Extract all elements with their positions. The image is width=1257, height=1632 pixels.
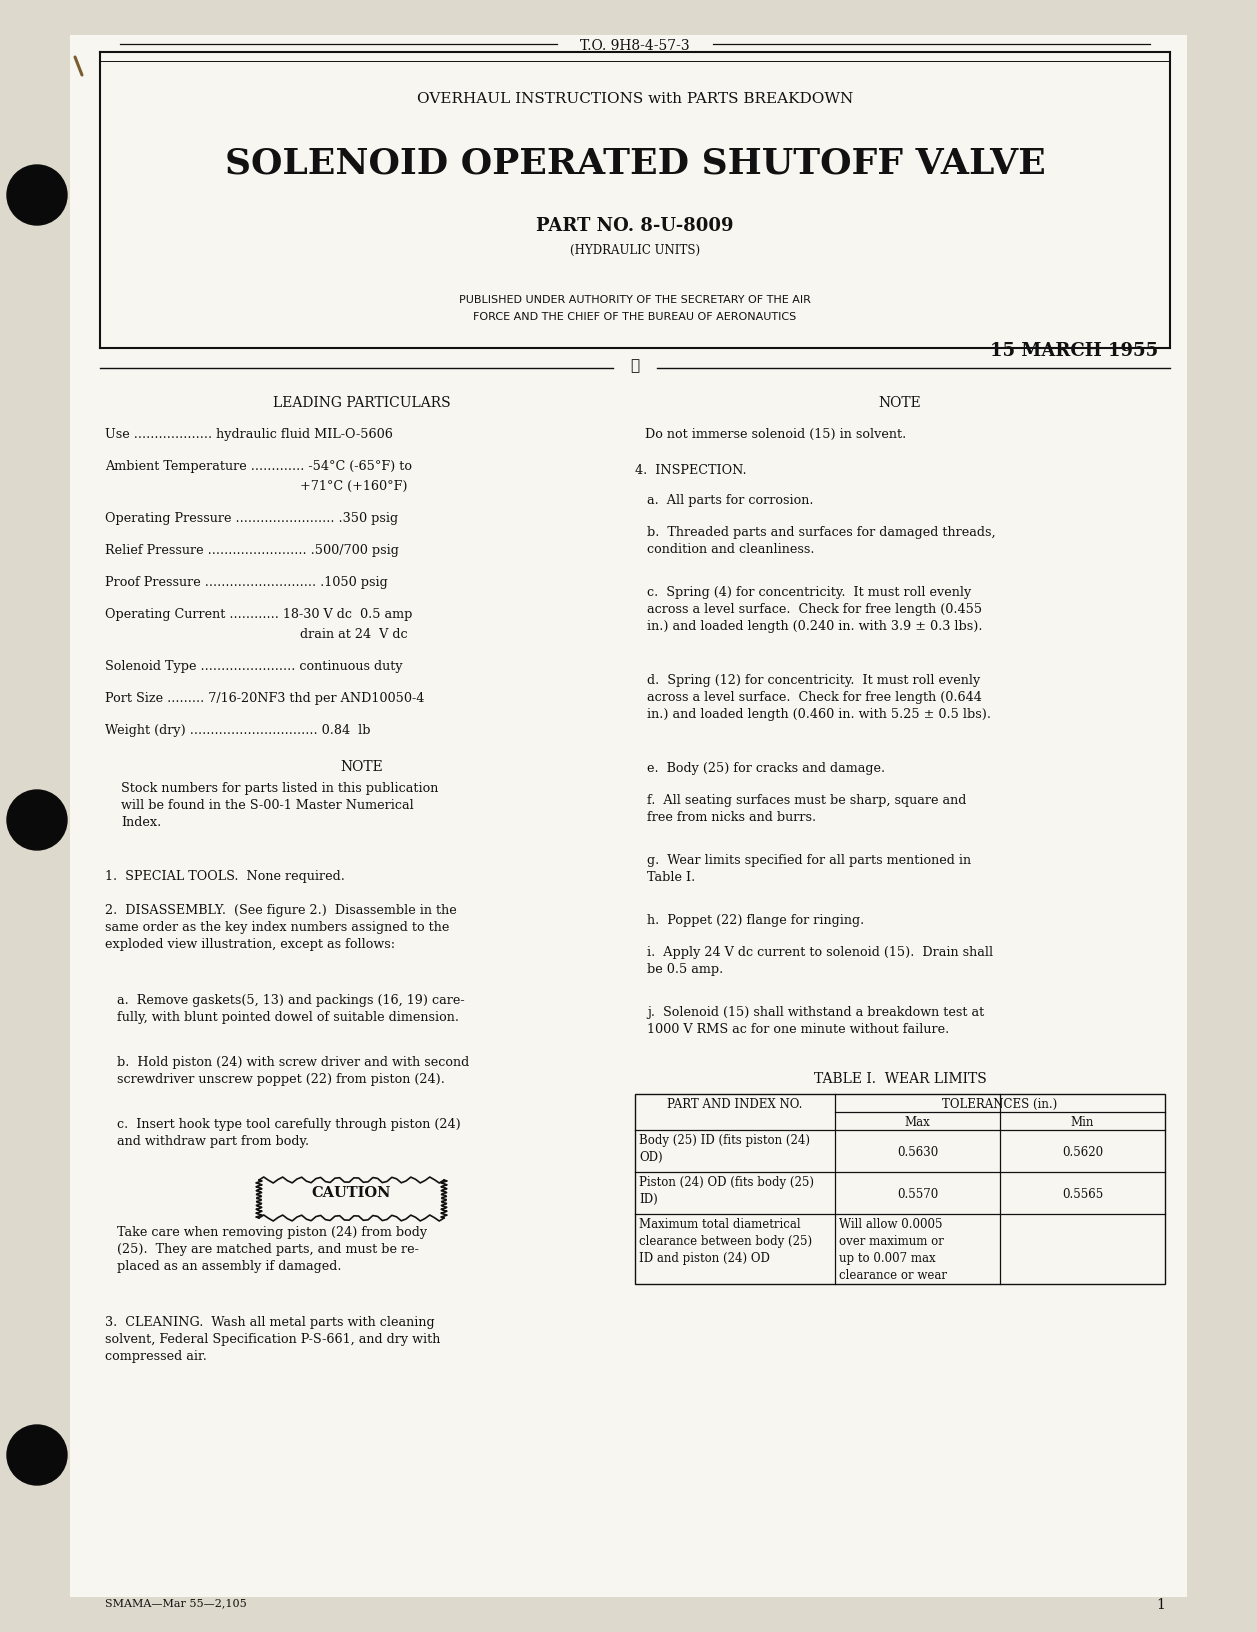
Text: 1.  SPECIAL TOOLS.  None required.: 1. SPECIAL TOOLS. None required. [106,870,344,883]
Text: SMAMA—Mar 55—2,105: SMAMA—Mar 55—2,105 [106,1598,246,1608]
Text: Stock numbers for parts listed in this publication
will be found in the S-00-1 M: Stock numbers for parts listed in this p… [121,782,439,829]
Text: b.  Threaded parts and surfaces for damaged threads,
condition and cleanliness.: b. Threaded parts and surfaces for damag… [647,526,996,557]
Text: a.  All parts for corrosion.: a. All parts for corrosion. [647,494,813,508]
Text: CAUTION: CAUTION [312,1186,391,1200]
Text: 0.5620: 0.5620 [1062,1146,1104,1159]
Text: PART AND INDEX NO.: PART AND INDEX NO. [667,1098,803,1111]
Text: NOTE: NOTE [879,397,921,410]
Text: 2.  DISASSEMBLY.  (See figure 2.)  Disassemble in the
same order as the key inde: 2. DISASSEMBLY. (See figure 2.) Disassem… [106,904,456,951]
Text: Piston (24) OD (fits body (25)
ID): Piston (24) OD (fits body (25) ID) [639,1177,815,1206]
Text: T.O. 9H8-4-57-3: T.O. 9H8-4-57-3 [581,39,690,52]
Text: 3.  CLEANING.  Wash all metal parts with cleaning
solvent, Federal Specification: 3. CLEANING. Wash all metal parts with c… [106,1315,440,1363]
Text: d.  Spring (12) for concentricity.  It must roll evenly
across a level surface. : d. Spring (12) for concentricity. It mus… [647,674,991,721]
Text: Body (25) ID (fits piston (24)
OD): Body (25) ID (fits piston (24) OD) [639,1134,810,1164]
Text: (HYDRAULIC UNITS): (HYDRAULIC UNITS) [569,245,700,256]
Text: Weight (dry) ............................... 0.84  lb: Weight (dry) ...........................… [106,725,371,738]
Circle shape [8,790,67,850]
Text: h.  Poppet (22) flange for ringing.: h. Poppet (22) flange for ringing. [647,914,865,927]
Text: Will allow 0.0005
over maximum or
up to 0.007 max
clearance or wear: Will allow 0.0005 over maximum or up to … [838,1217,947,1283]
Text: NOTE: NOTE [341,761,383,774]
Text: 1: 1 [1156,1598,1165,1612]
Text: Ambient Temperature ............. -54°C (-65°F) to: Ambient Temperature ............. -54°C … [106,460,412,473]
Text: 4.  INSPECTION.: 4. INSPECTION. [635,463,747,477]
Text: Maximum total diametrical
clearance between body (25)
ID and piston (24) OD: Maximum total diametrical clearance betw… [639,1217,812,1265]
Text: j.  Solenoid (15) shall withstand a breakdown test at
1000 V RMS ac for one minu: j. Solenoid (15) shall withstand a break… [647,1005,984,1036]
Text: 15 MARCH 1955: 15 MARCH 1955 [989,343,1158,361]
Text: Proof Pressure ........................... .1050 psig: Proof Pressure .........................… [106,576,387,589]
Bar [635,1093,1165,1284]
Text: Max: Max [905,1116,930,1129]
Text: Relief Pressure ........................ .500/700 psig: Relief Pressure ........................… [106,543,398,557]
Text: +71°C (+160°F): +71°C (+160°F) [300,480,407,493]
Text: Use ................... hydraulic fluid MIL-O-5606: Use ................... hydraulic fluid … [106,428,393,441]
Text: 0.5570: 0.5570 [897,1188,938,1201]
Text: drain at 24  V dc: drain at 24 V dc [300,628,407,641]
Text: a.  Remove gaskets(5, 13) and packings (16, 19) care-
fully, with blunt pointed : a. Remove gaskets(5, 13) and packings (1… [117,994,465,1023]
Text: c.  Insert hook type tool carefully through piston (24)
and withdraw part from b: c. Insert hook type tool carefully throu… [117,1118,461,1147]
Text: f.  All seating surfaces must be sharp, square and
free from nicks and burrs.: f. All seating surfaces must be sharp, s… [647,795,967,824]
Text: Take care when removing piston (24) from body
(25).  They are matched parts, and: Take care when removing piston (24) from… [117,1226,427,1273]
Text: TABLE I.  WEAR LIMITS: TABLE I. WEAR LIMITS [813,1072,987,1085]
Text: Operating Current ............ 18-30 V dc  0.5 amp: Operating Current ............ 18-30 V d… [106,609,412,622]
Text: ★: ★ [631,359,640,374]
Text: FORCE AND THE CHIEF OF THE BUREAU OF AERONAUTICS: FORCE AND THE CHIEF OF THE BUREAU OF AER… [474,312,797,322]
Text: i.  Apply 24 V dc current to solenoid (15).  Drain shall
be 0.5 amp.: i. Apply 24 V dc current to solenoid (15… [647,947,993,976]
Text: PUBLISHED UNDER AUTHORITY OF THE SECRETARY OF THE AIR: PUBLISHED UNDER AUTHORITY OF THE SECRETA… [459,295,811,305]
Text: PART NO. 8-U-8009: PART NO. 8-U-8009 [537,217,734,235]
Text: TOLERANCES (in.): TOLERANCES (in.) [943,1098,1057,1111]
Text: Solenoid Type ....................... continuous duty: Solenoid Type ....................... co… [106,659,402,672]
Text: c.  Spring (4) for concentricity.  It must roll evenly
across a level surface.  : c. Spring (4) for concentricity. It must… [647,586,983,633]
Bar [70,34,1187,1598]
Text: Do not immerse solenoid (15) in solvent.: Do not immerse solenoid (15) in solvent. [645,428,906,441]
Text: e.  Body (25) for cracks and damage.: e. Body (25) for cracks and damage. [647,762,885,775]
Text: LEADING PARTICULARS: LEADING PARTICULARS [273,397,450,410]
Text: Port Size ......... 7/16-20NF3 thd per AND10050-4: Port Size ......... 7/16-20NF3 thd per A… [106,692,425,705]
Text: SOLENOID OPERATED SHUTOFF VALVE: SOLENOID OPERATED SHUTOFF VALVE [225,147,1046,181]
Text: Operating Pressure ........................ .350 psig: Operating Pressure .....................… [106,512,398,526]
Text: OVERHAUL INSTRUCTIONS with PARTS BREAKDOWN: OVERHAUL INSTRUCTIONS with PARTS BREAKDO… [417,91,854,106]
Circle shape [8,165,67,225]
Text: Min: Min [1071,1116,1094,1129]
Circle shape [8,1425,67,1485]
Text: b.  Hold piston (24) with screw driver and with second
screwdriver unscrew poppe: b. Hold piston (24) with screw driver an… [117,1056,469,1085]
Text: 0.5630: 0.5630 [897,1146,938,1159]
Text: g.  Wear limits specified for all parts mentioned in
Table I.: g. Wear limits specified for all parts m… [647,854,972,885]
Text: 0.5565: 0.5565 [1062,1188,1104,1201]
